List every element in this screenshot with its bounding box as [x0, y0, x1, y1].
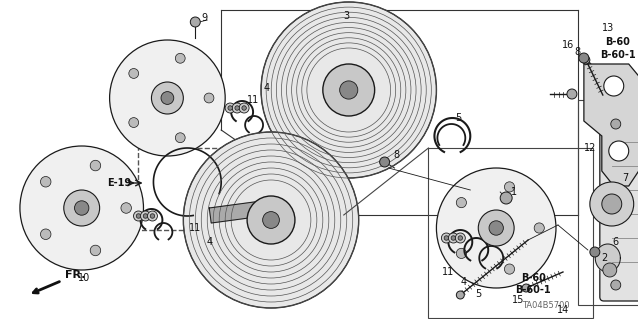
Circle shape — [451, 236, 456, 240]
Text: 7: 7 — [623, 173, 629, 183]
Circle shape — [109, 40, 225, 156]
Text: 11: 11 — [247, 95, 259, 105]
Circle shape — [340, 81, 358, 99]
Circle shape — [40, 229, 51, 240]
Text: TA04B5700: TA04B5700 — [522, 301, 570, 310]
Circle shape — [609, 141, 628, 161]
Circle shape — [590, 247, 600, 257]
Circle shape — [567, 89, 577, 99]
Text: 12: 12 — [584, 143, 596, 153]
Circle shape — [190, 17, 200, 27]
Circle shape — [20, 146, 143, 270]
Circle shape — [603, 263, 617, 277]
Text: 8: 8 — [394, 150, 399, 160]
Text: 6: 6 — [612, 237, 619, 247]
Circle shape — [152, 82, 183, 114]
Circle shape — [204, 93, 214, 103]
Text: 5: 5 — [455, 113, 461, 123]
Circle shape — [602, 194, 621, 214]
Text: 15: 15 — [512, 295, 524, 305]
Circle shape — [456, 291, 464, 299]
Circle shape — [504, 182, 515, 192]
Circle shape — [504, 264, 515, 274]
Text: 4: 4 — [264, 83, 270, 93]
Circle shape — [239, 103, 249, 113]
Circle shape — [147, 211, 157, 221]
Circle shape — [134, 211, 143, 221]
Text: 5: 5 — [475, 289, 481, 299]
Circle shape — [489, 221, 504, 235]
Polygon shape — [209, 200, 271, 223]
Circle shape — [478, 210, 514, 246]
Circle shape — [442, 233, 451, 243]
Circle shape — [323, 64, 374, 116]
Circle shape — [380, 157, 390, 167]
Circle shape — [436, 168, 556, 288]
Circle shape — [90, 245, 100, 256]
Circle shape — [458, 236, 463, 240]
Circle shape — [604, 76, 624, 96]
Text: 13: 13 — [602, 23, 614, 33]
Circle shape — [141, 211, 150, 221]
Circle shape — [582, 56, 590, 64]
Text: 11: 11 — [189, 223, 202, 233]
Circle shape — [242, 106, 246, 110]
Text: 1: 1 — [511, 187, 517, 197]
Circle shape — [449, 233, 458, 243]
Circle shape — [175, 133, 185, 143]
Circle shape — [40, 176, 51, 187]
Text: 8: 8 — [575, 47, 581, 57]
Circle shape — [225, 103, 235, 113]
Circle shape — [456, 197, 467, 208]
Circle shape — [129, 69, 139, 78]
Circle shape — [150, 214, 155, 218]
Text: 10: 10 — [77, 273, 90, 283]
Text: 3: 3 — [344, 11, 350, 21]
Circle shape — [611, 119, 621, 129]
Circle shape — [500, 192, 512, 204]
FancyBboxPatch shape — [600, 108, 640, 301]
Circle shape — [247, 196, 295, 244]
Polygon shape — [595, 244, 620, 272]
Circle shape — [455, 233, 465, 243]
Text: B-60: B-60 — [605, 37, 630, 47]
Text: 4: 4 — [460, 277, 467, 287]
Circle shape — [235, 106, 239, 110]
Text: B-60-1: B-60-1 — [515, 285, 551, 295]
Text: 11: 11 — [442, 267, 454, 277]
Circle shape — [183, 132, 358, 308]
Circle shape — [456, 248, 467, 258]
Text: B-60-1: B-60-1 — [600, 50, 636, 60]
Circle shape — [611, 280, 621, 290]
Circle shape — [129, 118, 139, 128]
Text: 4: 4 — [206, 237, 212, 247]
Text: 14: 14 — [557, 305, 569, 315]
Circle shape — [232, 103, 242, 113]
Circle shape — [522, 284, 530, 292]
Circle shape — [90, 160, 100, 171]
Text: 2: 2 — [602, 253, 608, 263]
Circle shape — [590, 182, 634, 226]
Circle shape — [74, 201, 89, 215]
Circle shape — [534, 223, 545, 233]
Circle shape — [261, 2, 436, 178]
Text: 9: 9 — [201, 13, 207, 23]
Circle shape — [579, 53, 589, 63]
Circle shape — [64, 190, 100, 226]
Circle shape — [262, 211, 280, 228]
Circle shape — [136, 214, 141, 218]
Text: B-60: B-60 — [520, 273, 545, 283]
Text: FR.: FR. — [33, 270, 85, 293]
Text: E-19: E-19 — [108, 178, 132, 188]
Circle shape — [444, 236, 449, 240]
Text: 16: 16 — [562, 40, 574, 50]
Circle shape — [161, 92, 174, 104]
Circle shape — [143, 214, 148, 218]
Polygon shape — [584, 64, 639, 186]
Circle shape — [175, 53, 185, 63]
Circle shape — [121, 203, 131, 213]
Circle shape — [228, 106, 232, 110]
